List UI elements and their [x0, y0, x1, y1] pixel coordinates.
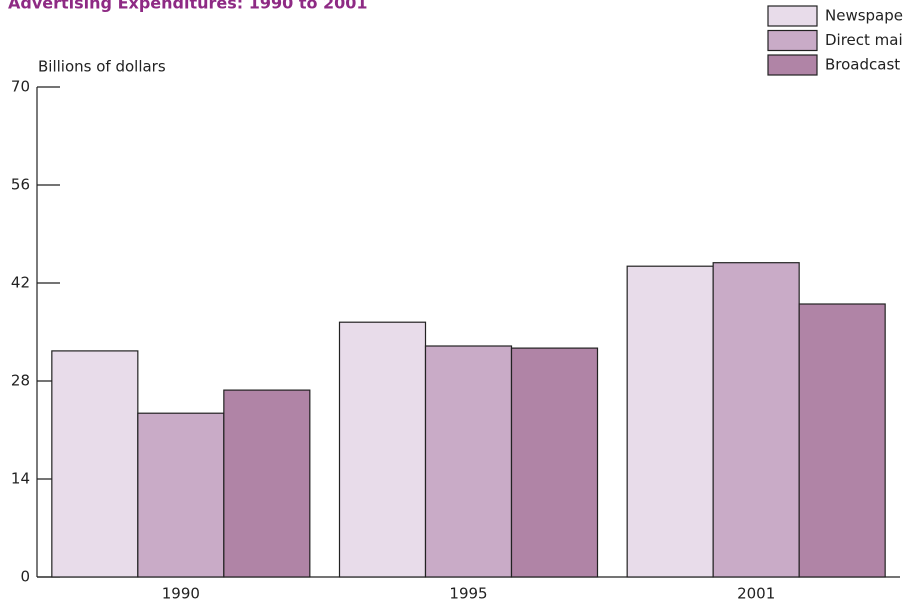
bar: [798, 303, 886, 578]
legend-label: Newspapers: [825, 7, 903, 25]
y-tick-label: 56: [11, 176, 30, 194]
bar: [137, 412, 225, 578]
legend-label: Direct mail: [825, 31, 903, 49]
legend-swatch: [767, 29, 818, 52]
y-tick-label: 14: [11, 470, 30, 488]
y-tick-label: 0: [20, 568, 30, 586]
x-tick-label: 2001: [737, 585, 775, 603]
y-axis-label: Billions of dollars: [38, 58, 166, 76]
y-tick-label: 70: [11, 78, 30, 96]
bar: [712, 262, 800, 578]
bar: [338, 321, 427, 578]
bar: [223, 389, 311, 578]
x-tick-label: 1995: [449, 585, 487, 603]
chart-title: Advertising Expenditures: 1990 to 2001: [8, 0, 368, 13]
x-tick-label: 1990: [162, 585, 200, 603]
bar: [626, 265, 714, 578]
y-tick-label: 28: [11, 372, 30, 390]
legend-swatch: [767, 54, 818, 76]
legend-label: Broadcast TV: [825, 56, 903, 74]
bar: [424, 345, 513, 578]
bar: [510, 347, 599, 578]
legend-swatch: [767, 5, 818, 27]
y-tick-label: 42: [11, 274, 30, 292]
bar: [51, 350, 139, 578]
